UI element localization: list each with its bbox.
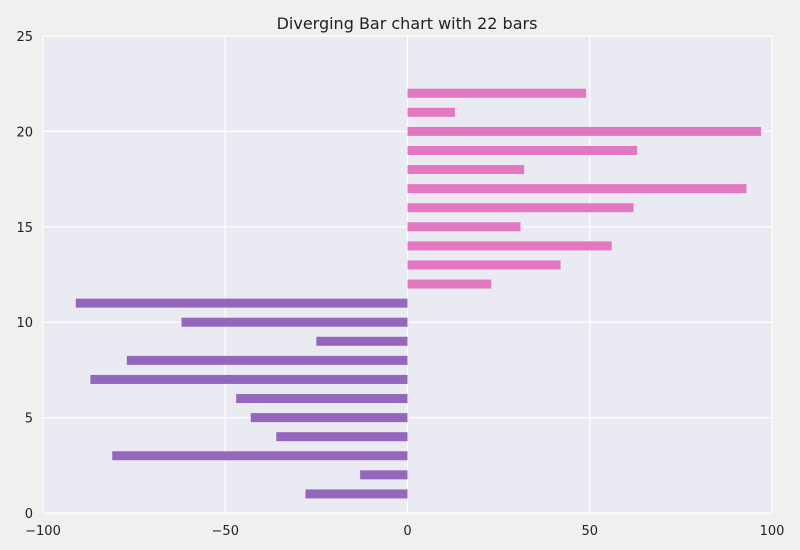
x-tick-label: 0: [403, 524, 411, 539]
bar: [407, 260, 561, 270]
bar: [75, 298, 408, 308]
bar: [316, 336, 408, 346]
bar: [407, 279, 492, 289]
bar: [112, 451, 408, 461]
bar: [407, 107, 455, 117]
bar: [90, 374, 408, 384]
y-tick-label: 0: [25, 507, 33, 522]
y-tick-label: 10: [16, 316, 33, 331]
bar: [407, 222, 521, 232]
bars: [75, 88, 762, 499]
y-axis-ticks: 0 5 10 15 20 25: [16, 30, 33, 522]
bar: [407, 126, 762, 136]
bar: [407, 184, 747, 194]
y-tick-label: 25: [16, 30, 33, 45]
chart-title: Diverging Bar chart with 22 bars: [277, 14, 538, 33]
bar: [407, 145, 638, 155]
bar: [305, 489, 408, 499]
x-tick-label: −50: [212, 524, 239, 539]
y-tick-label: 20: [16, 125, 33, 140]
x-tick-label: 50: [581, 524, 598, 539]
bar: [276, 432, 408, 442]
x-tick-label: 100: [760, 524, 785, 539]
bar: [360, 470, 408, 480]
bar: [407, 88, 587, 98]
bar: [126, 355, 408, 365]
bar: [181, 317, 408, 327]
bar: [407, 241, 612, 251]
bar: [407, 165, 525, 175]
x-tick-label: −100: [25, 524, 61, 539]
bar: [407, 203, 634, 213]
x-axis-ticks: −100 −50 0 50 100: [25, 524, 784, 539]
y-tick-label: 5: [25, 412, 33, 427]
bar: [236, 394, 408, 404]
bar: [250, 413, 408, 423]
y-tick-label: 15: [16, 221, 33, 236]
